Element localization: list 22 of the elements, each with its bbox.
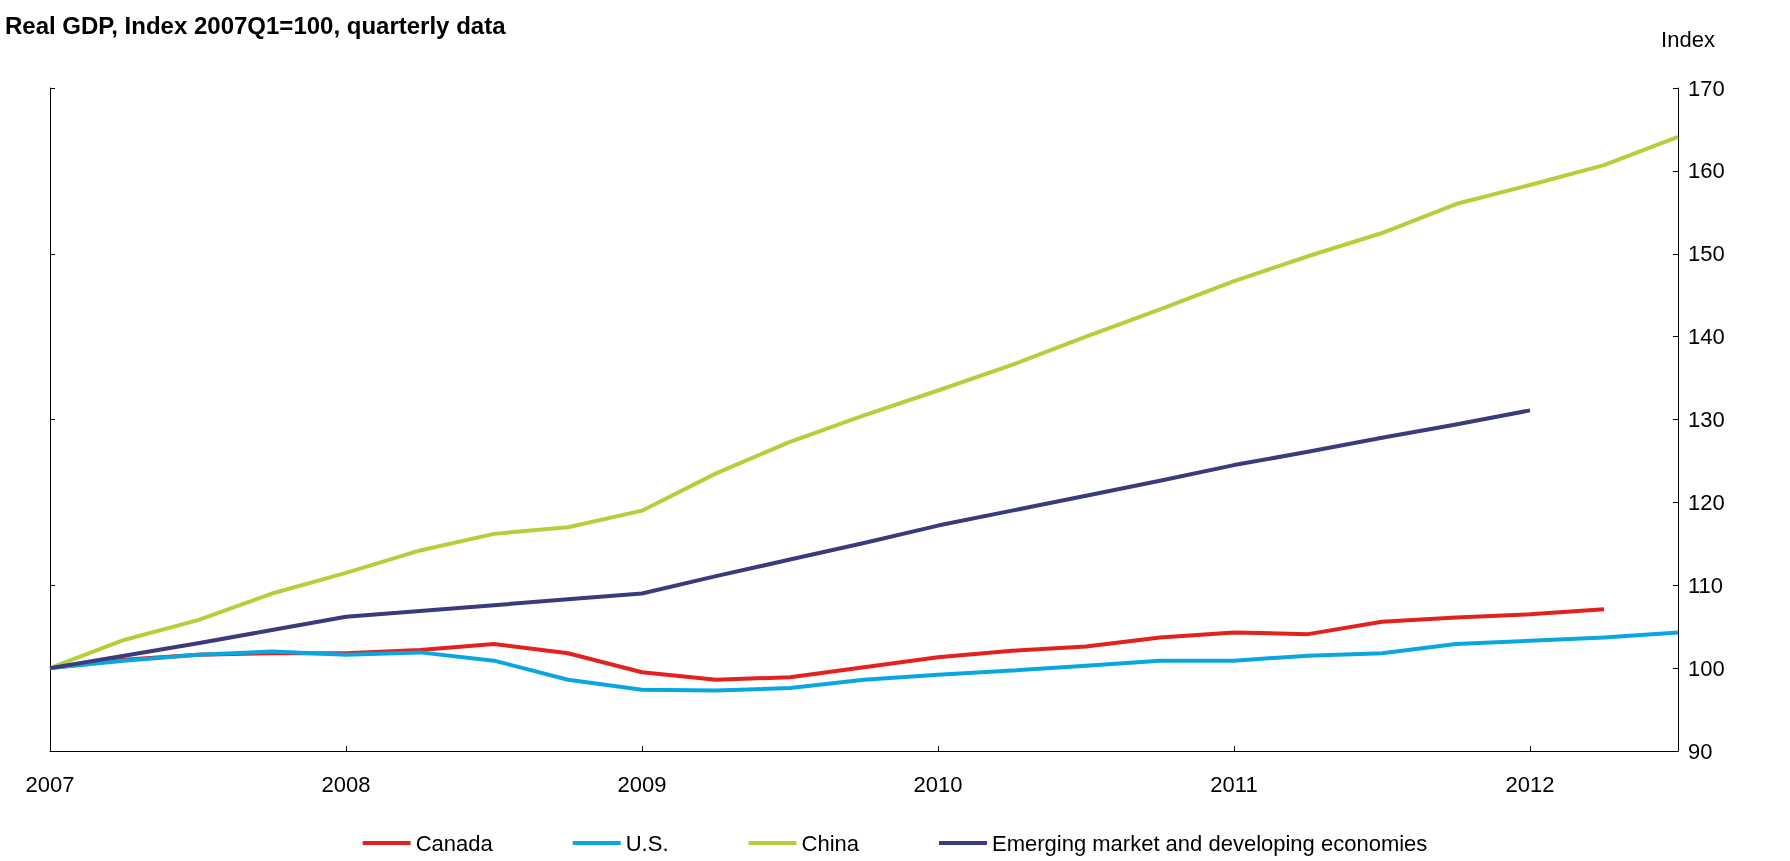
- y-tick-label: 110: [1688, 572, 1724, 598]
- y-tick-label: 90: [1688, 738, 1713, 764]
- legend-label: Canada: [415, 830, 494, 856]
- chart-title: Real GDP, Index 2007Q1=100, quarterly data: [5, 11, 507, 39]
- x-tick-label: 2011: [1210, 771, 1258, 797]
- y-tick-label: 150: [1688, 241, 1725, 267]
- legend-label: Emerging market and developing economies: [991, 830, 1428, 856]
- y-tick-label: 120: [1688, 489, 1725, 515]
- x-tick-label: 2009: [617, 771, 667, 797]
- y-axis-title: Index: [1661, 26, 1715, 52]
- y-tick-label: 130: [1688, 407, 1725, 432]
- x-tick-label: 2010: [913, 771, 963, 797]
- y-tick-label: 160: [1688, 158, 1725, 184]
- y-tick-label: 100: [1688, 655, 1725, 681]
- line-series: [48, 408, 1532, 671]
- legend-label: China: [801, 830, 860, 856]
- x-tick-label: 2008: [321, 771, 371, 797]
- x-tick-label: 2012: [1505, 771, 1555, 797]
- legend-label: U.S.: [625, 830, 669, 856]
- x-tick-label: 2007: [25, 771, 75, 797]
- y-tick-label: 170: [1688, 75, 1725, 101]
- y-tick-label: 140: [1688, 324, 1725, 350]
